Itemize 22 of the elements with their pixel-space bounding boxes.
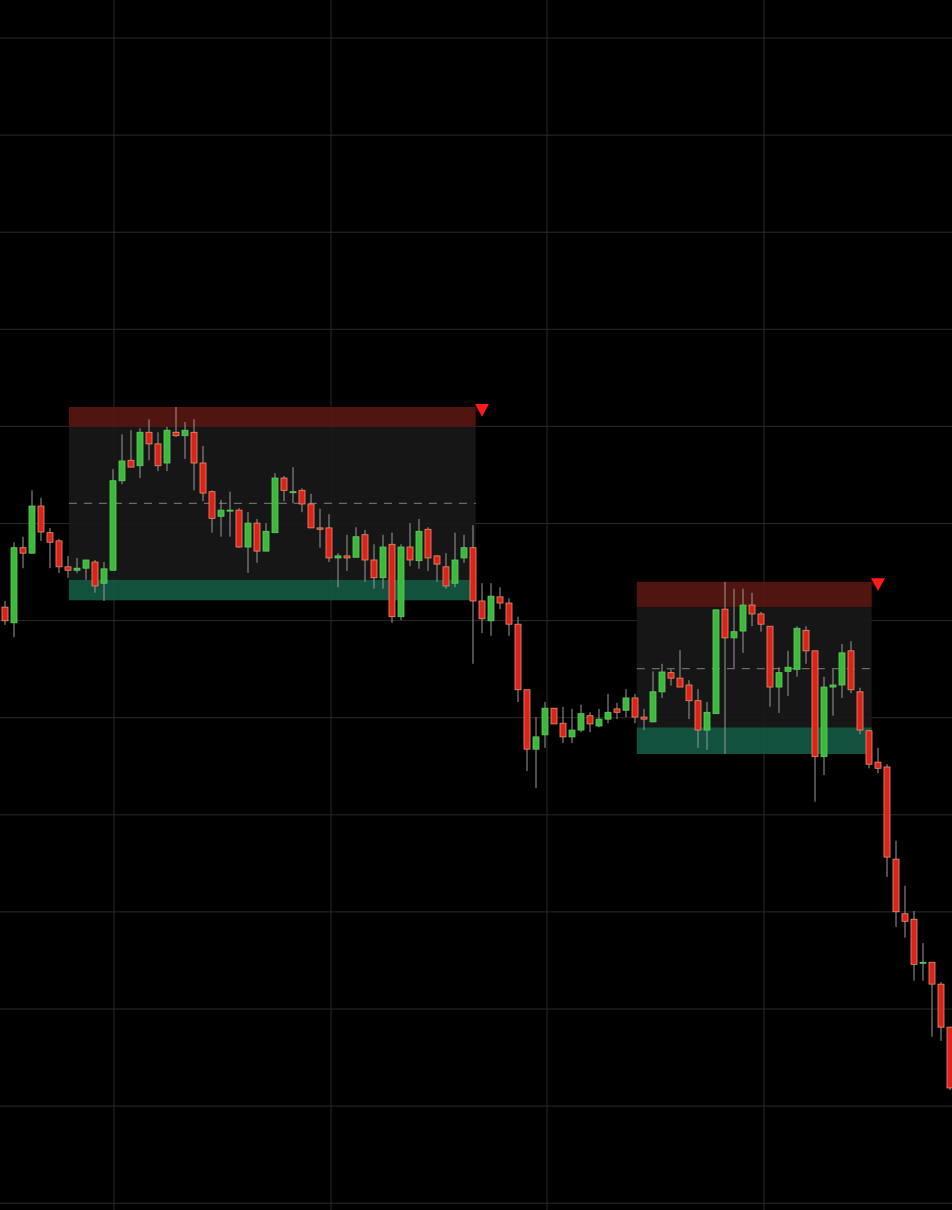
candlestick	[172, 406, 180, 438]
candlestick	[406, 522, 414, 567]
candlestick	[334, 552, 342, 588]
candlestick	[532, 716, 540, 789]
candlestick	[919, 942, 927, 982]
candlestick	[1, 600, 9, 626]
candlestick	[289, 466, 297, 504]
candlestick	[613, 702, 621, 720]
candlestick	[181, 421, 189, 460]
candlestick	[442, 552, 450, 590]
candlestick	[343, 534, 351, 572]
candlestick	[280, 475, 288, 502]
candlestick	[451, 532, 459, 588]
candlestick	[19, 536, 27, 569]
candlestick	[352, 526, 360, 558]
candlestick	[586, 711, 594, 733]
candlestick	[91, 559, 99, 594]
candlestick	[460, 534, 468, 564]
candlestick	[127, 429, 135, 468]
candlestick	[775, 666, 783, 714]
candlestick	[244, 511, 252, 574]
candlestick	[622, 688, 630, 718]
